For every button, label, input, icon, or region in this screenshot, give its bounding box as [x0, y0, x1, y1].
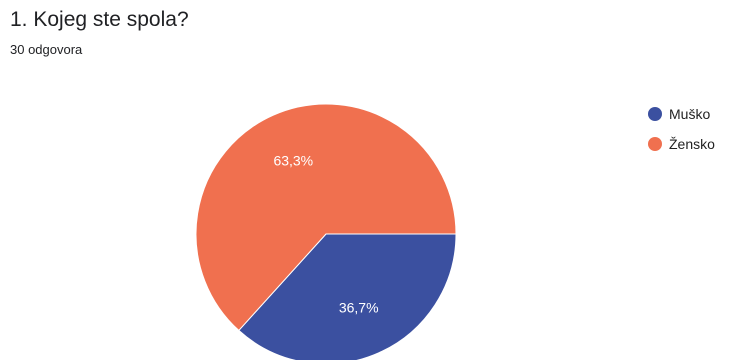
pie-slice-label-2: 63,3%: [273, 152, 313, 168]
legend-item[interactable]: Muško: [648, 103, 715, 124]
response-count: 30 odgovora: [10, 42, 83, 57]
pie-labels: 36,7% 63,3%: [273, 152, 378, 315]
pie-slices: [195, 103, 457, 360]
legend-swatch-icon: [648, 106, 662, 121]
question-title: 1. Kojeg ste spola?: [10, 8, 189, 31]
pie-slice-1[interactable]: [238, 233, 457, 360]
legend-label: Žensko: [669, 135, 715, 152]
legend-swatch-icon: [648, 136, 662, 151]
legend-label: Muško: [669, 105, 711, 122]
pie-slice-2[interactable]: [195, 103, 457, 332]
legend-item[interactable]: Žensko: [648, 133, 715, 154]
chart-legend: Muško Žensko: [648, 103, 715, 163]
pie-slice-label-1: 36,7%: [339, 300, 379, 316]
